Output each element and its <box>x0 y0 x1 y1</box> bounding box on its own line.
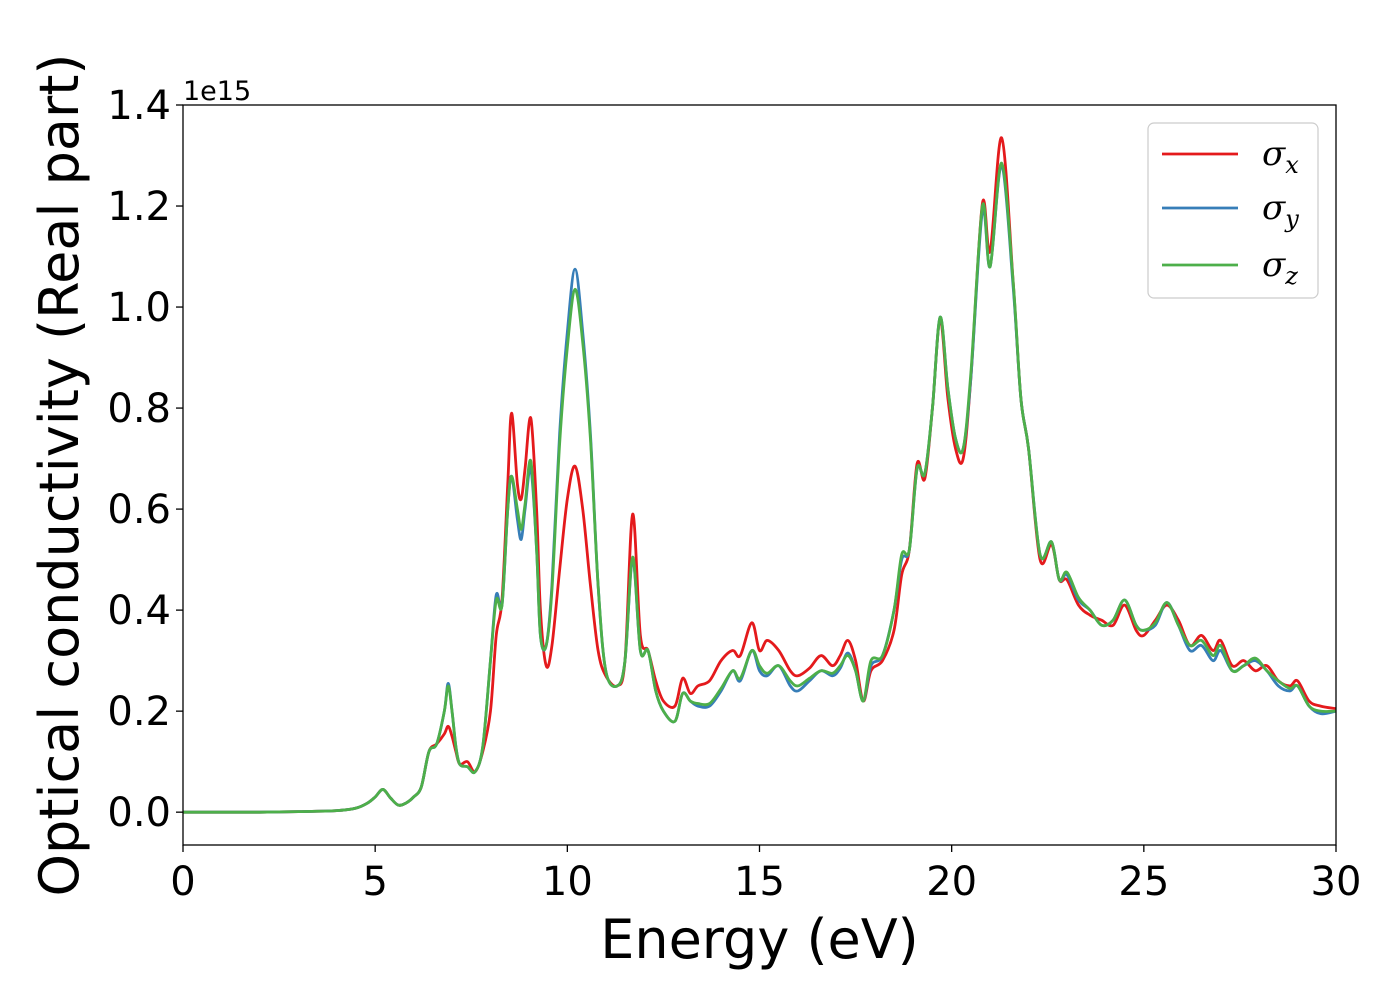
y-tick-label: 0.8 <box>107 386 171 432</box>
y-tick-label: 1.2 <box>107 184 171 230</box>
y-offset-label: 1e15 <box>183 76 251 107</box>
y-tick-label: 0.6 <box>107 487 171 533</box>
y-tick-label: 0.2 <box>107 689 171 735</box>
x-tick-label: 15 <box>734 859 785 905</box>
y-axis-label: Optical conductivity (Real part) <box>28 54 91 897</box>
legend-label-z: σz <box>1262 245 1298 290</box>
legend: σx σy σz <box>1147 122 1319 299</box>
y-axis: 0.0 0.2 0.4 0.6 0.8 1.0 1.2 1.4 <box>107 83 183 836</box>
y-tick-label: 1.0 <box>107 285 171 331</box>
series-line-z <box>183 161 1336 814</box>
series-line-x <box>183 136 1336 814</box>
legend-label-x: σx <box>1262 134 1299 179</box>
x-axis: 0 5 10 15 20 25 30 <box>170 845 1361 905</box>
legend-label-y: σy <box>1262 188 1299 233</box>
y-tick-label: 1.4 <box>107 83 171 129</box>
x-axis-label: Energy (eV) <box>600 908 919 971</box>
x-tick-label: 20 <box>926 859 977 905</box>
y-tick-label: 0.4 <box>107 588 171 634</box>
x-tick-label: 5 <box>362 859 387 905</box>
x-tick-label: 25 <box>1118 859 1169 905</box>
series-layer <box>183 136 1336 814</box>
x-tick-label: 30 <box>1311 859 1362 905</box>
x-tick-label: 10 <box>542 859 593 905</box>
x-tick-label: 0 <box>170 859 195 905</box>
legend-box <box>1147 122 1319 299</box>
y-tick-label: 0.0 <box>107 790 171 836</box>
